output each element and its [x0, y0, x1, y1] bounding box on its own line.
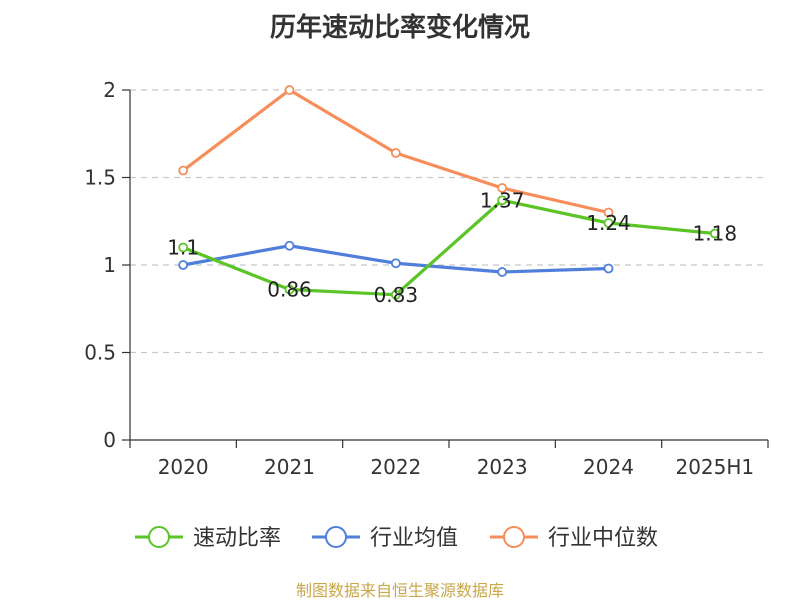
data-point: [284, 85, 295, 95]
data-point: [497, 267, 508, 277]
data-labels: 1.1 0.86 0.83 1.37 1.24 1.18: [167, 188, 737, 307]
x-tick-label: 2020: [158, 455, 209, 479]
source-note: 制图数据来自恒生聚源数据库: [296, 581, 504, 600]
data-label: 1.18: [693, 222, 738, 246]
x-tick-label: 2022: [370, 455, 421, 479]
chart-title: 历年速动比率变化情况: [270, 12, 530, 43]
series-layer: 1.1 0.86 0.83 1.37 1.24 1.18: [167, 85, 737, 307]
y-tick-label: 1.5: [84, 166, 116, 190]
data-point: [178, 260, 189, 270]
data-point: [390, 258, 401, 269]
series-2: [178, 85, 614, 218]
y-tick-label: 0: [103, 428, 116, 452]
data-point: [284, 284, 295, 295]
series-1: [178, 240, 614, 277]
data-point: [390, 148, 401, 158]
series-0: [178, 195, 720, 300]
legend-item-0[interactable]: 速动比率: [135, 526, 281, 551]
data-point: [178, 242, 189, 253]
legend-label: 行业均值: [370, 526, 458, 551]
y-tick-label: 2: [103, 78, 116, 102]
data-point: [497, 195, 508, 206]
data-point: [603, 218, 614, 228]
legend: 速动比率 行业均值 行业中位数: [135, 526, 658, 551]
data-point: [178, 165, 189, 176]
x-tick-label: 2021: [264, 455, 315, 479]
axes: 0 0.5 1 1.5 2 2020 2021 2022 2023 2024 2025H1: [84, 78, 769, 479]
legend-item-1[interactable]: 行业均值: [312, 526, 458, 551]
legend-label: 行业中位数: [548, 526, 658, 551]
legend-marker: [148, 526, 170, 548]
legend-marker: [325, 526, 347, 548]
x-tick-label: 2025H1: [675, 455, 754, 479]
data-label: 0.86: [267, 278, 312, 302]
data-point: [603, 207, 614, 218]
data-label: 1.37: [480, 188, 525, 212]
data-point: [284, 240, 295, 251]
data-point: [497, 183, 508, 193]
data-label: 1.1: [167, 236, 199, 260]
data-point: [603, 263, 614, 274]
data-label: 0.83: [374, 283, 419, 307]
legend-marker: [503, 526, 525, 548]
series-line: [182, 198, 715, 297]
x-tick-label: 2023: [477, 455, 528, 479]
legend-item-2[interactable]: 行业中位数: [490, 526, 658, 551]
data-point: [709, 228, 720, 239]
data-point: [390, 289, 401, 300]
grid-lines: [130, 89, 768, 354]
x-tick-label: 2024: [583, 455, 634, 479]
data-label: 1.24: [586, 211, 631, 235]
y-tick-label: 1: [103, 253, 116, 277]
legend-label: 速动比率: [193, 526, 281, 551]
y-tick-label: 0.5: [84, 341, 116, 365]
